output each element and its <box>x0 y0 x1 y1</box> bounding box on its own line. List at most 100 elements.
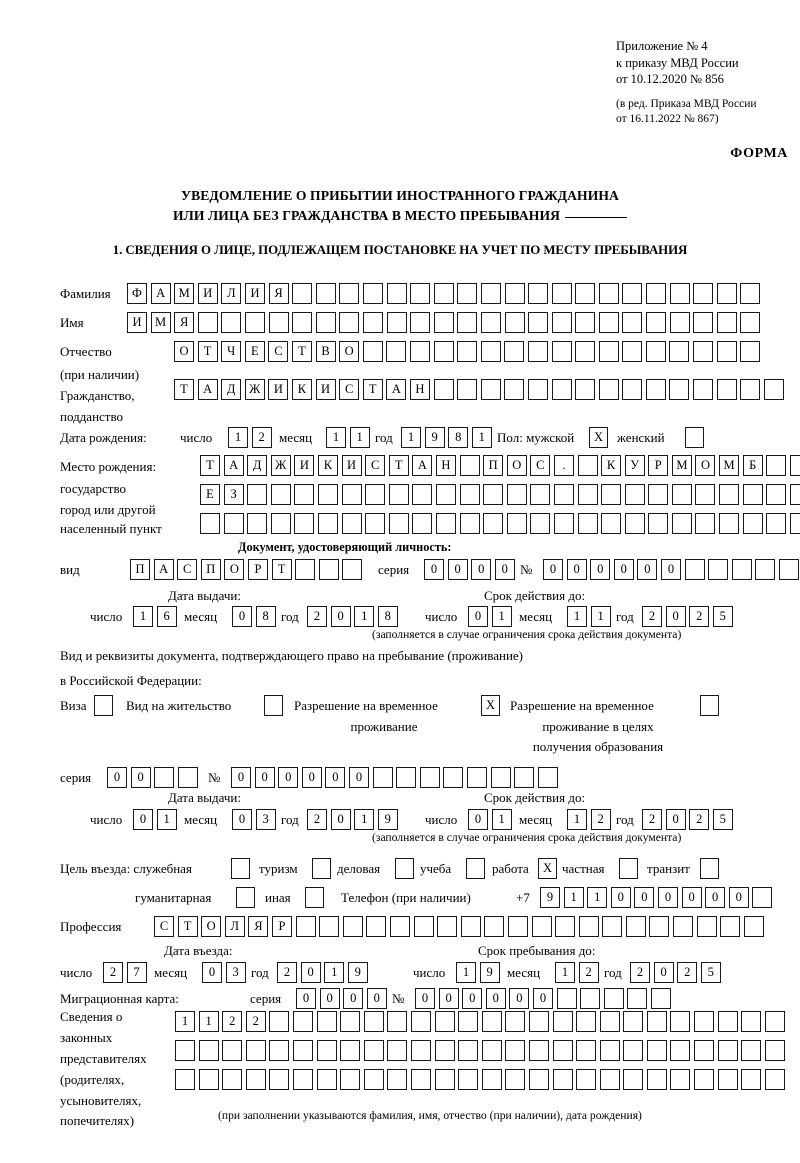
form-cell[interactable] <box>693 341 714 362</box>
form-cell[interactable] <box>480 283 501 304</box>
form-cell[interactable] <box>269 1011 290 1032</box>
form-cell[interactable] <box>480 312 501 333</box>
form-cell[interactable] <box>695 484 716 505</box>
form-cell[interactable] <box>340 1011 361 1032</box>
form-cell[interactable] <box>268 312 289 333</box>
form-cell[interactable] <box>720 916 741 937</box>
form-cell[interactable]: 0 <box>232 606 252 627</box>
form-cell[interactable] <box>457 341 478 362</box>
form-cell[interactable] <box>506 513 527 534</box>
form-cell[interactable] <box>443 767 464 788</box>
form-cell[interactable]: П <box>130 559 150 580</box>
form-cell[interactable] <box>627 988 648 1009</box>
form-cell[interactable]: 1 <box>471 427 492 448</box>
form-cell[interactable]: 2 <box>590 809 611 830</box>
form-cell[interactable]: 0 <box>300 962 321 983</box>
form-cell[interactable] <box>223 513 244 534</box>
form-cell[interactable] <box>577 484 598 505</box>
form-cell[interactable]: А <box>223 455 244 476</box>
form-cell[interactable]: И <box>315 379 336 400</box>
form-cell[interactable] <box>342 916 363 937</box>
form-cell[interactable]: Д <box>247 455 268 476</box>
form-cell[interactable] <box>316 1040 337 1061</box>
form-cell[interactable]: М <box>671 455 692 476</box>
form-cell[interactable]: Ж <box>270 455 291 476</box>
form-cell[interactable] <box>460 916 481 937</box>
form-cell[interactable] <box>175 1040 195 1061</box>
form-cell[interactable]: 8 <box>377 606 398 627</box>
form-cell[interactable]: И <box>197 283 218 304</box>
form-cell[interactable]: А <box>412 455 433 476</box>
form-cell[interactable] <box>764 1040 785 1061</box>
form-cell[interactable]: 0 <box>330 606 351 627</box>
form-cell[interactable] <box>481 1069 502 1090</box>
form-cell[interactable]: А <box>386 379 407 400</box>
form-cell[interactable]: И <box>244 283 265 304</box>
form-cell[interactable] <box>778 559 799 580</box>
form-cell[interactable] <box>645 379 666 400</box>
form-cell[interactable]: 0 <box>254 767 275 788</box>
form-cell[interactable] <box>362 341 383 362</box>
form-cell[interactable] <box>466 767 487 788</box>
form-cell[interactable] <box>198 1040 219 1061</box>
form-cell[interactable]: 2 <box>251 427 272 448</box>
form-cell[interactable]: 1 <box>567 809 587 830</box>
form-cell[interactable]: 2 <box>642 606 662 627</box>
form-cell[interactable]: 0 <box>462 988 483 1009</box>
form-cell[interactable]: Я <box>174 312 195 333</box>
form-cell[interactable] <box>459 484 480 505</box>
form-cell[interactable] <box>755 559 776 580</box>
form-cell[interactable] <box>244 312 265 333</box>
form-cell[interactable]: С <box>268 341 289 362</box>
form-cell[interactable] <box>528 283 549 304</box>
form-cell[interactable]: 5 <box>712 809 733 830</box>
form-cell[interactable]: С <box>177 559 198 580</box>
form-cell[interactable]: 2 <box>689 606 710 627</box>
form-cell[interactable] <box>341 484 362 505</box>
form-cell[interactable]: С <box>154 916 174 937</box>
form-cell[interactable] <box>577 455 598 476</box>
form-cell[interactable]: 1 <box>491 606 512 627</box>
form-cell[interactable] <box>363 1011 384 1032</box>
legal-rep-row-2[interactable] <box>175 1040 785 1061</box>
form-cell[interactable] <box>413 916 434 937</box>
form-cell[interactable] <box>505 1069 526 1090</box>
checkbox-purpose-private[interactable] <box>619 858 638 879</box>
form-cell[interactable] <box>433 341 454 362</box>
form-cell[interactable] <box>506 484 527 505</box>
form-cell[interactable] <box>292 1040 313 1061</box>
form-cell[interactable] <box>622 312 643 333</box>
form-cell[interactable]: К <box>291 379 312 400</box>
form-cell[interactable] <box>319 916 340 937</box>
form-cell[interactable] <box>598 312 619 333</box>
form-cell[interactable] <box>673 916 694 937</box>
form-cell[interactable] <box>292 1069 313 1090</box>
form-cell[interactable] <box>576 1040 597 1061</box>
form-cell[interactable]: 0 <box>590 559 611 580</box>
birth-place-row-3[interactable] <box>200 513 800 534</box>
form-cell[interactable] <box>388 484 409 505</box>
form-cell[interactable] <box>412 484 433 505</box>
form-cell[interactable] <box>480 341 501 362</box>
form-cell[interactable]: О <box>339 341 360 362</box>
form-cell[interactable] <box>433 379 454 400</box>
form-cell[interactable]: Ж <box>244 379 265 400</box>
form-cell[interactable] <box>622 379 643 400</box>
form-cell[interactable]: 0 <box>133 809 153 830</box>
form-cell[interactable]: 7 <box>126 962 147 983</box>
form-cell[interactable] <box>598 379 619 400</box>
form-cell[interactable]: Л <box>221 283 242 304</box>
form-cell[interactable] <box>480 379 501 400</box>
form-cell[interactable] <box>198 1069 219 1090</box>
checkbox-temp-residence[interactable]: X <box>481 695 500 716</box>
form-cell[interactable] <box>551 283 572 304</box>
form-cell[interactable]: 0 <box>532 988 553 1009</box>
form-cell[interactable] <box>362 312 383 333</box>
